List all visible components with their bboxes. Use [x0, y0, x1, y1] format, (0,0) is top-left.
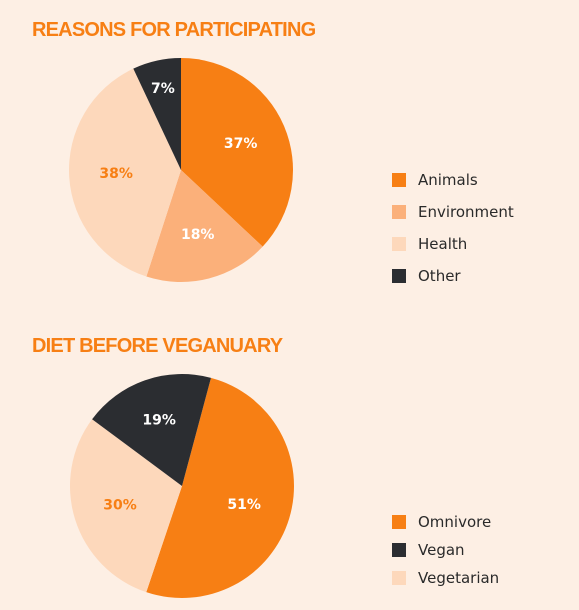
pie-slice-health: [68, 68, 181, 277]
slice-label-health: 38%: [99, 166, 133, 182]
legend-swatch: [392, 571, 406, 585]
reasons-pie: 37% 18% 38% 7%: [68, 58, 294, 283]
chart-title: DIET BEFORE VEGANUARY: [32, 335, 283, 357]
slice-label-omnivore: 51%: [227, 497, 261, 513]
legend-item-omnivore: Omnivore: [392, 513, 499, 531]
legend-swatch: [392, 543, 406, 557]
legend-label: Vegan: [418, 541, 465, 559]
legend-label: Vegetarian: [418, 569, 500, 587]
slice-label-animals: 37%: [224, 136, 258, 152]
legend-label: Animals: [418, 171, 478, 189]
slice-label-other: 7%: [151, 81, 175, 97]
legend-swatch: [392, 515, 406, 529]
slice-label-vegetarian: 30%: [103, 497, 137, 513]
legend-swatch: [392, 205, 406, 219]
pie-slice-vegetarian: [70, 419, 182, 593]
legend-swatch: [392, 173, 406, 187]
chart-title: REASONS FOR PARTICIPATING: [32, 19, 316, 41]
diet-chart: DIET BEFORE VEGANUARY 51% 30% 19% Omnivore…: [0, 320, 579, 610]
legend-label: Other: [418, 267, 461, 285]
reasons-chart: REASONS FOR PARTICIPATING 37% 18% 38% 7% An…: [0, 0, 579, 300]
diet-pie: 51% 30% 19%: [70, 374, 294, 598]
legend-swatch: [392, 237, 406, 251]
slice-label-environment: 18%: [181, 227, 215, 243]
legend-label: Omnivore: [418, 513, 492, 531]
legend-item-environment: Environment: [392, 203, 514, 221]
pie-slice-animals: [181, 58, 294, 247]
legend-label: Environment: [418, 203, 514, 221]
pie-slice-vegan: [92, 374, 211, 486]
reasons-legend: Animals Environment Health Other: [392, 171, 514, 285]
legend-item-animals: Animals: [392, 171, 514, 189]
legend-item-other: Other: [392, 267, 514, 285]
legend-label: Health: [418, 235, 468, 253]
legend-item-health: Health: [392, 235, 514, 253]
legend-item-vegan: Vegan: [392, 541, 499, 559]
pie-slice-other: [133, 58, 181, 170]
legend-item-vegetarian: Vegetarian: [392, 569, 500, 587]
pie-slice-environment: [146, 170, 263, 283]
slice-label-vegan: 19%: [142, 412, 176, 428]
legend-swatch: [392, 269, 406, 283]
diet-legend: Omnivore Vegan Vegetarian: [392, 513, 500, 587]
pie-slice-omnivore: [146, 377, 294, 598]
